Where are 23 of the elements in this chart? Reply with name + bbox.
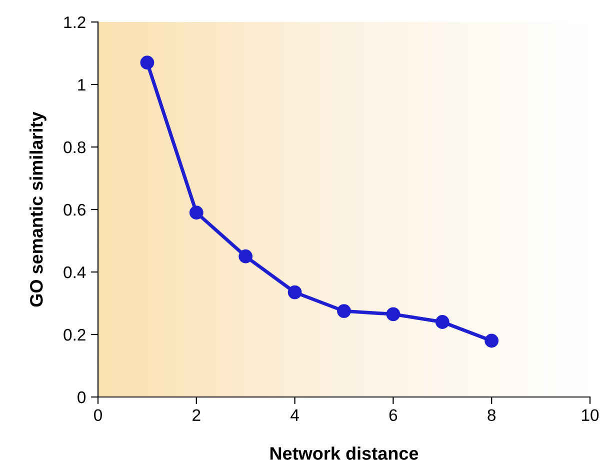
point bbox=[140, 56, 154, 70]
point bbox=[238, 249, 253, 264]
x-tick-label: 0 bbox=[94, 409, 102, 422]
point bbox=[435, 315, 450, 329]
x-tick-label: 4 bbox=[290, 409, 299, 421]
x-tick-label: 10 bbox=[582, 409, 599, 422]
point bbox=[288, 285, 302, 300]
point bbox=[386, 307, 400, 322]
x-tick-label: 6 bbox=[389, 409, 398, 422]
y-axis-title: GO semantic similarity bbox=[30, 112, 46, 307]
x-tick-label: 8 bbox=[488, 409, 496, 422]
point bbox=[484, 334, 499, 348]
y-tick-label: 0.4 bbox=[64, 266, 86, 278]
y-tick-label: 1 bbox=[78, 79, 86, 91]
y-tick-label: 1.2 bbox=[64, 16, 86, 28]
y-tick-label: 0 bbox=[78, 391, 86, 404]
x-axis-title: Network distance bbox=[270, 446, 418, 460]
y-tick-label: 0.2 bbox=[64, 328, 86, 341]
x-tick-label: 2 bbox=[192, 409, 200, 421]
point bbox=[337, 304, 351, 318]
point bbox=[189, 206, 204, 220]
y-tick-label: 0.8 bbox=[64, 141, 86, 154]
y-tick-label: 0.6 bbox=[64, 204, 86, 216]
